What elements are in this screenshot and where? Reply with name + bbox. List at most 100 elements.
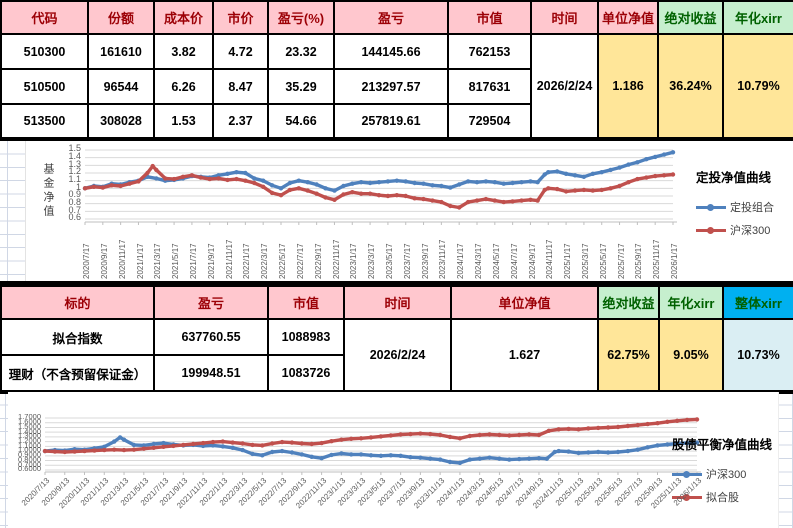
chart-title: 定投净值曲线 — [696, 171, 772, 185]
cell-abs-return[interactable]: 36.24% — [657, 33, 724, 139]
header-time[interactable]: 时间 — [343, 285, 452, 320]
x-axis-tick-label: 2022/7/17 — [295, 243, 305, 279]
x-axis-tick-label: 2020/11/17 — [117, 239, 127, 279]
x-axis-tick-label: 2023/1/17 — [349, 243, 359, 279]
holdings-header-row: 代码 份额 成本价 市价 盈亏(%) 盈亏 市值 时间 单位净值 绝对收益 年化… — [0, 0, 793, 35]
y-axis-tick-label: 0.6 — [68, 212, 81, 223]
table-row: 理财（不含预留保证金） 199948.51 1083726 — [0, 354, 793, 392]
chart-legend: 股债平衡净值曲线 沪深300 拟合股 — [672, 434, 772, 512]
x-axis-tick-label: 2023/11/17 — [438, 239, 448, 279]
cell-time[interactable]: 2026/2/24 — [530, 33, 599, 139]
x-axis-tick-label: 2021/11/17 — [224, 239, 234, 279]
cell-code[interactable]: 510300 — [0, 33, 89, 70]
header-annual-xirr[interactable]: 年化xirr — [722, 0, 793, 35]
cell-annual-xirr[interactable]: 10.79% — [722, 33, 793, 139]
legend-label: 定投组合 — [730, 202, 774, 214]
cell-market-value[interactable]: 1083726 — [267, 354, 345, 392]
legend-line-marker-icon — [696, 226, 726, 234]
legend-label: 沪深300 — [706, 469, 747, 481]
sheet-grid — [0, 392, 8, 528]
header-abs-return[interactable]: 绝对收益 — [597, 285, 660, 320]
y-axis-tick-label: 1.1000 — [18, 440, 41, 450]
cell-market-price[interactable]: 8.47 — [212, 68, 269, 105]
cell-market-price[interactable]: 4.72 — [212, 33, 269, 70]
header-code[interactable]: 代码 — [0, 0, 89, 35]
header-time[interactable]: 时间 — [530, 0, 599, 35]
x-axis-tick-label: 2023/5/17 — [384, 243, 394, 279]
x-axis-tick-label: 2024/11/17 — [545, 239, 555, 279]
x-axis-tick-label: 2024/5/17 — [491, 243, 501, 279]
legend-item: 定投组合 — [696, 199, 774, 215]
cell-pl[interactable]: 257819.61 — [333, 103, 449, 139]
sip-nav-chart[interactable]: 基金净值 定投净值曲线 定投组合 沪深300 1.5 1.4 1.3 1.2 1.1 1 0.… — [25, 141, 793, 281]
x-axis-tick-label: 2026/1/17 — [670, 243, 679, 279]
y-axis-title: 基金净值 — [42, 163, 54, 219]
header-unit-nav[interactable]: 单位净值 — [450, 285, 599, 320]
cell-cost-price[interactable]: 6.26 — [153, 68, 214, 105]
header-overall-xirr[interactable]: 整体xirr — [722, 285, 793, 320]
cell-unit-nav[interactable]: 1.627 — [450, 318, 599, 392]
cell-target[interactable]: 拟合指数 — [0, 318, 155, 356]
cell-shares[interactable]: 308028 — [87, 103, 155, 139]
cell-cost-price[interactable]: 3.82 — [153, 33, 214, 70]
cell-market-value[interactable]: 729504 — [447, 103, 532, 139]
header-abs-return[interactable]: 绝对收益 — [657, 0, 724, 35]
cell-overall-xirr[interactable]: 10.73% — [722, 318, 793, 392]
y-axis-tick-label: 0.8000 — [18, 454, 41, 464]
cell-code[interactable]: 510500 — [0, 68, 89, 105]
header-unit-nav[interactable]: 单位净值 — [597, 0, 659, 35]
header-pl-pct[interactable]: 盈亏(%) — [267, 0, 335, 35]
header-market-price[interactable]: 市价 — [212, 0, 269, 35]
y-axis-tick-label: 1.5000 — [18, 421, 41, 431]
cell-market-value[interactable]: 1088983 — [267, 318, 345, 356]
stock-bond-balance-chart[interactable]: 股债平衡净值曲线 沪深300 拟合股 1.7000 1.6000 1.5000 1.40… — [8, 392, 779, 528]
cell-pl-pct[interactable]: 35.29 — [267, 68, 335, 105]
cell-pl[interactable]: 199948.51 — [153, 354, 269, 392]
legend-line-marker-icon — [672, 493, 702, 501]
header-market-value[interactable]: 市值 — [267, 285, 345, 320]
x-axis-tick-label: 2024/9/17 — [527, 243, 537, 279]
y-axis-tick-label: 1 — [75, 181, 81, 192]
header-annual-xirr[interactable]: 年化xirr — [658, 285, 724, 320]
legend-label: 拟合股 — [706, 492, 739, 504]
cell-abs-return[interactable]: 62.75% — [597, 318, 660, 392]
chart-title: 股债平衡净值曲线 — [672, 438, 773, 452]
header-shares[interactable]: 份额 — [87, 0, 155, 35]
x-axis-tick-label: 2022/9/17 — [313, 243, 323, 279]
header-pl[interactable]: 盈亏 — [333, 0, 449, 35]
cell-pl-pct[interactable]: 54.66 — [267, 103, 335, 139]
header-market-value[interactable]: 市值 — [447, 0, 532, 35]
cell-cost-price[interactable]: 1.53 — [153, 103, 214, 139]
x-axis-tick-label: 2023/3/17 — [367, 243, 377, 279]
cell-market-value[interactable]: 817631 — [447, 68, 532, 105]
table-row: 510500 96544 6.26 8.47 35.29 213297.57 8… — [0, 68, 793, 105]
header-pl[interactable]: 盈亏 — [153, 285, 269, 320]
x-axis-tick-label: 2020/9/17 — [99, 243, 109, 279]
header-target[interactable]: 标的 — [0, 285, 155, 320]
header-cost-price[interactable]: 成本价 — [153, 0, 214, 35]
cell-shares[interactable]: 161610 — [87, 33, 155, 70]
table-row: 510300 161610 3.82 4.72 23.32 144145.66 … — [0, 33, 793, 139]
cell-pl-pct[interactable]: 23.32 — [267, 33, 335, 70]
x-axis-tick-label: 2025/11/17 — [652, 239, 662, 279]
cell-unit-nav[interactable]: 1.186 — [597, 33, 659, 139]
y-axis-tick-label: 0.7 — [68, 204, 81, 215]
cell-pl[interactable]: 213297.57 — [333, 68, 449, 105]
chart-canvas — [42, 417, 701, 475]
cell-shares[interactable]: 96544 — [87, 68, 155, 105]
legend-item: 拟合股 — [672, 489, 772, 505]
cell-pl[interactable]: 637760.55 — [153, 318, 269, 356]
x-axis-tick-label: 2022/3/17 — [260, 243, 270, 279]
x-axis-tick-label: 2023/9/17 — [420, 243, 430, 279]
cell-target[interactable]: 理财（不含预留保证金） — [0, 354, 155, 392]
cell-market-value[interactable]: 762153 — [447, 33, 532, 70]
x-axis-tick-label: 2022/11/17 — [331, 239, 341, 279]
y-axis-tick-label: 0.8 — [68, 197, 81, 208]
cell-pl[interactable]: 144145.66 — [333, 33, 449, 70]
cell-code[interactable]: 513500 — [0, 103, 89, 139]
table-row: 513500 308028 1.53 2.37 54.66 257819.61 … — [0, 103, 793, 139]
cell-market-price[interactable]: 2.37 — [212, 103, 269, 139]
cell-time[interactable]: 2026/2/24 — [343, 318, 452, 392]
cell-annual-xirr[interactable]: 9.05% — [658, 318, 724, 392]
